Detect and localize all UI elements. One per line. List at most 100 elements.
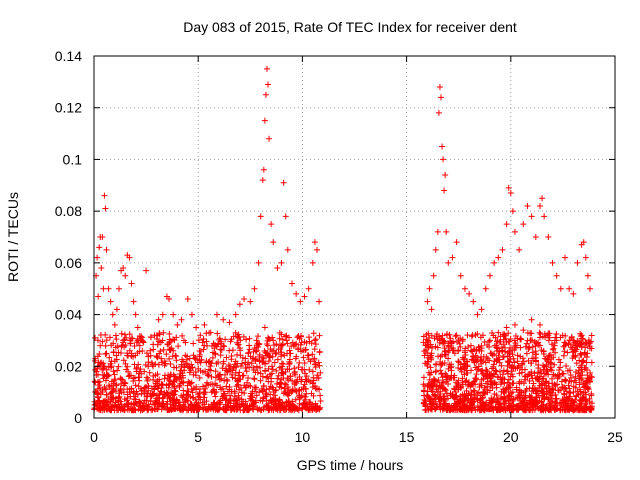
data-point xyxy=(274,375,281,382)
data-point xyxy=(297,332,304,339)
data-point xyxy=(103,350,110,357)
data-point xyxy=(460,356,467,363)
data-point xyxy=(528,330,535,337)
data-point xyxy=(499,354,506,361)
x-tick-label: 20 xyxy=(503,429,519,445)
data-point xyxy=(478,342,485,349)
data-point xyxy=(278,349,285,356)
data-point xyxy=(477,381,484,388)
data-point xyxy=(572,352,579,359)
data-point xyxy=(539,195,546,202)
data-point xyxy=(141,368,148,375)
data-point xyxy=(535,376,542,383)
data-point xyxy=(132,407,139,414)
data-point xyxy=(430,378,437,385)
data-point xyxy=(176,406,183,413)
data-point xyxy=(552,334,559,341)
data-point xyxy=(579,368,586,375)
data-point xyxy=(283,337,290,344)
data-point xyxy=(292,406,299,413)
data-point xyxy=(291,365,298,372)
data-point xyxy=(216,335,223,342)
data-point xyxy=(225,361,232,368)
data-point xyxy=(312,360,319,367)
data-point xyxy=(265,378,272,385)
data-point xyxy=(460,363,467,370)
data-point xyxy=(130,375,137,382)
data-point xyxy=(205,372,212,379)
data-point xyxy=(541,213,548,220)
data-point xyxy=(245,349,252,356)
data-point xyxy=(425,354,432,361)
data-point xyxy=(582,389,589,396)
data-point xyxy=(260,355,267,362)
data-point xyxy=(273,349,280,356)
data-point xyxy=(236,376,243,383)
data-point xyxy=(257,364,264,371)
data-point xyxy=(223,383,230,390)
data-point xyxy=(434,344,441,351)
data-point xyxy=(128,280,135,287)
data-point xyxy=(448,406,455,413)
data-point xyxy=(545,352,552,359)
data-point xyxy=(226,319,233,326)
data-point xyxy=(443,390,450,397)
data-point xyxy=(243,368,250,375)
data-point xyxy=(451,350,458,357)
data-point xyxy=(574,337,581,344)
data-point xyxy=(120,357,127,364)
data-point xyxy=(227,338,234,345)
data-point xyxy=(545,383,552,390)
data-point xyxy=(544,368,551,375)
data-point xyxy=(93,368,100,375)
data-point xyxy=(317,369,324,376)
data-point xyxy=(430,272,437,279)
data-point xyxy=(570,407,577,414)
data-point xyxy=(190,385,197,392)
data-point xyxy=(560,352,567,359)
data-point xyxy=(436,336,443,343)
data-point xyxy=(314,372,321,379)
data-point xyxy=(96,382,103,389)
data-point xyxy=(301,293,308,300)
data-point xyxy=(167,372,174,379)
data-point xyxy=(167,378,174,385)
data-point xyxy=(224,403,231,410)
data-point xyxy=(510,364,517,371)
data-point xyxy=(254,406,261,413)
data-point xyxy=(184,353,191,360)
data-point xyxy=(234,339,241,346)
data-point xyxy=(421,388,428,395)
data-point xyxy=(543,378,550,385)
data-point xyxy=(279,341,286,348)
data-point xyxy=(549,346,556,353)
data-point xyxy=(531,370,538,377)
data-point xyxy=(284,246,291,253)
data-point xyxy=(127,340,134,347)
data-point xyxy=(256,406,263,413)
data-point xyxy=(105,363,112,370)
data-point xyxy=(308,390,315,397)
data-point xyxy=(536,334,543,341)
data-point xyxy=(515,362,522,369)
data-point xyxy=(552,395,559,402)
data-point xyxy=(136,398,143,405)
data-point xyxy=(102,342,109,349)
data-point xyxy=(139,348,146,355)
data-point xyxy=(239,354,246,361)
data-point xyxy=(531,338,538,345)
data-point xyxy=(184,388,191,395)
data-point xyxy=(454,339,461,346)
data-point xyxy=(545,234,552,240)
data-point xyxy=(561,348,568,355)
data-point xyxy=(459,375,466,382)
data-point xyxy=(311,346,318,353)
data-point xyxy=(175,343,182,350)
data-point xyxy=(255,344,262,351)
data-point xyxy=(163,351,170,358)
data-point xyxy=(537,405,544,412)
data-point xyxy=(450,338,457,345)
data-point xyxy=(539,333,546,340)
data-point xyxy=(198,356,205,363)
data-point xyxy=(147,333,154,340)
